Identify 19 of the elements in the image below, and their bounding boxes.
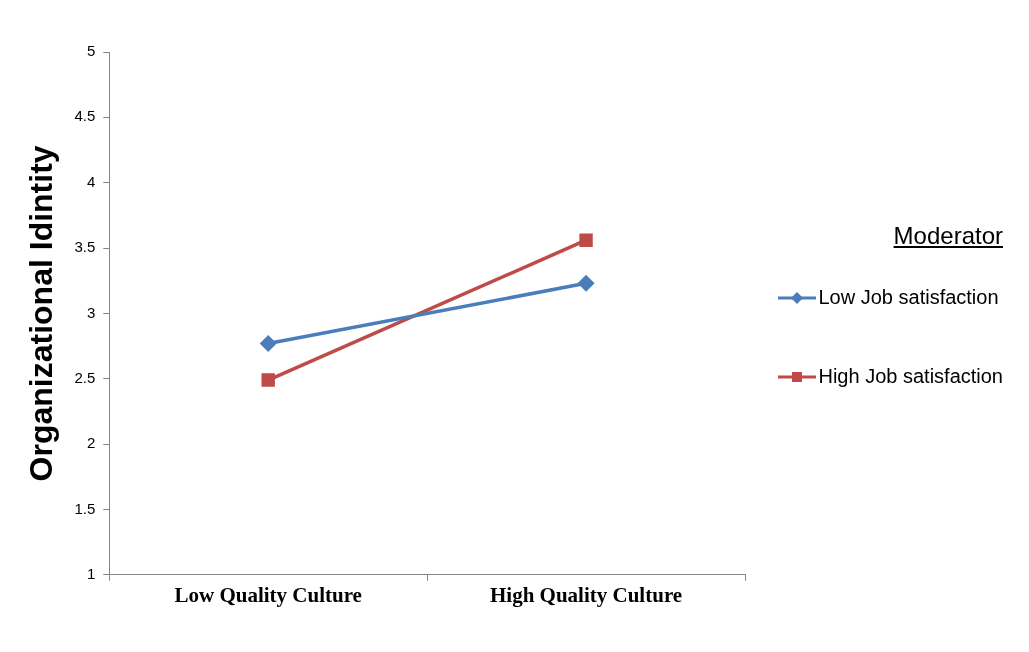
y-tick-label: 1.5	[74, 499, 96, 517]
y-tick-label: 2.5	[74, 368, 96, 386]
y-tick-label: 5	[86, 42, 96, 60]
legend-label: High Job satisfaction	[818, 365, 1003, 388]
y-tick-label: 2	[86, 434, 96, 452]
legend-title: Moderator	[892, 222, 1003, 250]
y-axis-title: Organizational Idintity	[23, 145, 60, 482]
point	[578, 275, 594, 292]
point	[261, 373, 275, 387]
point	[579, 233, 593, 247]
y-tick-label: 4.5	[74, 107, 96, 125]
y-tick-label: 4	[86, 172, 96, 190]
point	[260, 335, 276, 352]
legend-label: Low Job satisfaction	[818, 286, 999, 309]
y-tick-label: 3.5	[74, 238, 96, 256]
y-tick-label: 3	[86, 303, 96, 321]
x-tick-label: Low Quality Culture	[174, 582, 362, 607]
x-tick-label: High Quality Culture	[489, 582, 683, 607]
y-tick-label: 1	[86, 564, 96, 582]
